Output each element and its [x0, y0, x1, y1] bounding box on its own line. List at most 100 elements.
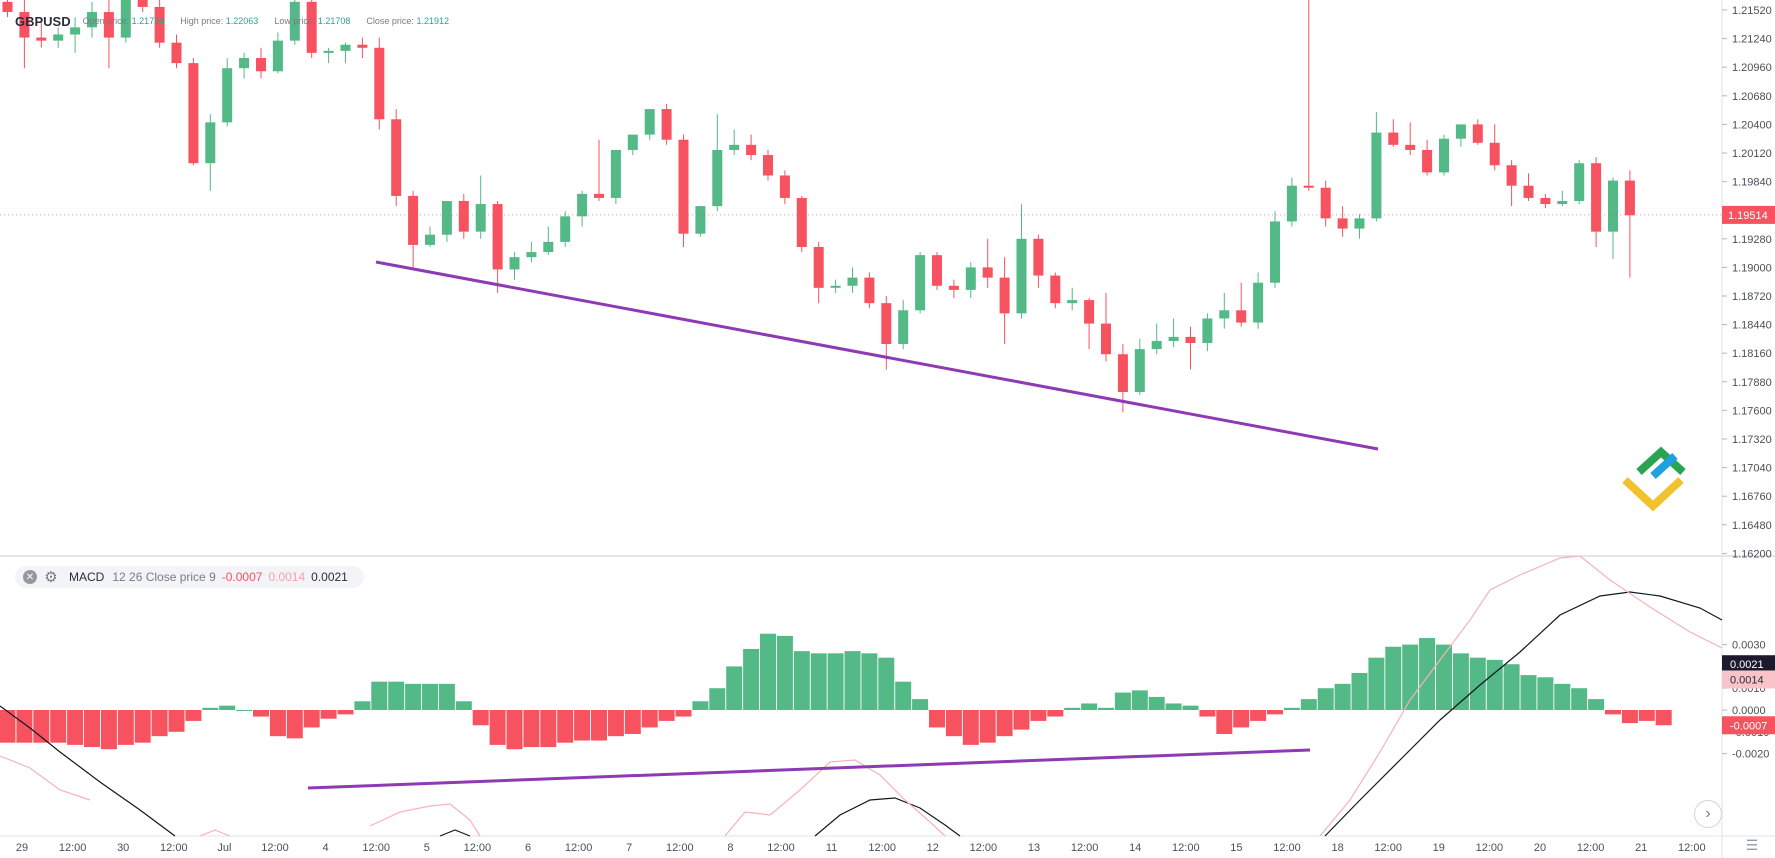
candle-body: [898, 310, 909, 345]
time-tick-label: 12:00: [1273, 842, 1301, 854]
candle-body: [2, 1, 13, 13]
time-tick-label: 5: [424, 842, 430, 854]
time-tick-label: 14: [1129, 842, 1141, 854]
macd-histogram-bar: [1452, 653, 1469, 710]
candle-body: [323, 50, 334, 53]
candle-body: [239, 58, 250, 69]
candle-body: [1472, 124, 1483, 143]
high-price-label: High price:: [180, 16, 224, 26]
close-price-label: Close price:: [366, 16, 414, 26]
price-tick-label: 1.16200: [1732, 548, 1772, 560]
macd-histogram-bar: [726, 666, 743, 710]
candle-body: [779, 175, 790, 198]
candle-body: [610, 149, 621, 198]
candle-body: [1050, 275, 1061, 304]
macd-histogram-bar: [236, 710, 253, 711]
candle-body: [678, 139, 689, 234]
macd-histogram-bar: [1605, 710, 1621, 715]
macd-histogram-bar: [455, 701, 472, 710]
candle-body: [763, 155, 773, 176]
macd-histogram-bar: [1098, 707, 1114, 710]
price-tick-label: 1.17600: [1732, 405, 1772, 417]
candle-body: [1270, 221, 1280, 283]
indicator-legend: ✕ ⚙ MACD 12 26 Close price 9 -0.0007 0.0…: [15, 566, 364, 588]
macd-histogram-bar: [1064, 707, 1081, 710]
macd-histogram-bar: [438, 683, 455, 710]
macd-histogram-bar: [692, 701, 709, 710]
high-price: High price: 1.22063: [180, 16, 258, 26]
candle-body: [1151, 340, 1162, 350]
gear-icon[interactable]: ⚙: [44, 569, 58, 586]
candle-body: [712, 149, 723, 207]
candle-body: [1320, 187, 1331, 219]
macd-histogram-bar: [895, 681, 912, 710]
candle-body: [1608, 180, 1618, 232]
macd-histogram-bar: [1571, 688, 1588, 710]
price-tick-label: 1.16480: [1732, 520, 1772, 532]
high-price-value: 1.22063: [225, 16, 259, 26]
candle-body: [881, 303, 892, 345]
macd-histogram-bar: [979, 710, 996, 743]
macd-histogram-bar: [117, 710, 134, 745]
candle-body: [222, 68, 233, 123]
time-tick-label: 7: [626, 842, 632, 854]
macd-histogram-bar: [1131, 690, 1148, 710]
macd-histogram-bar: [810, 653, 827, 710]
close-icon[interactable]: ✕: [23, 570, 37, 584]
price-tick-label: 1.21520: [1732, 5, 1772, 17]
candle-body: [982, 267, 993, 278]
candle-body: [171, 42, 182, 64]
macd-histogram-bar: [67, 710, 84, 745]
scroll-right-button[interactable]: ›: [1694, 800, 1722, 828]
candle-body: [120, 0, 131, 38]
candle-body: [1202, 318, 1213, 343]
candle-body: [864, 277, 875, 304]
candle-body: [1303, 185, 1314, 188]
signal-line: [1579, 555, 1723, 649]
macd-histogram-bar: [760, 633, 776, 710]
candle-body: [374, 47, 385, 120]
macd-line: [0, 705, 176, 837]
candle-body: [19, 12, 30, 38]
candle-body: [1219, 310, 1230, 319]
candle-body: [627, 134, 638, 150]
macd-histogram-bar: [269, 710, 286, 737]
candle-body: [1523, 185, 1534, 198]
macd-histogram-bar: [320, 710, 337, 719]
time-tick-label: 12:00: [565, 842, 593, 854]
candle-body: [1084, 300, 1095, 324]
open-price-value: 1.21734: [131, 16, 165, 26]
price-tick-label: 1.20400: [1732, 119, 1772, 131]
candle-body: [36, 37, 47, 41]
macd-histogram-bar: [354, 701, 371, 710]
axis-settings-icon[interactable]: ☰: [1745, 837, 1759, 853]
macd-value: 0.0021: [311, 570, 348, 584]
macd-histogram-bar: [1385, 646, 1402, 710]
macd-histogram-bar: [962, 710, 979, 745]
time-tick-label: 18: [1331, 842, 1343, 854]
macd-histogram-bar: [574, 710, 591, 741]
macd-histogram-bar: [134, 710, 151, 743]
price-tick-label: 1.21240: [1732, 34, 1772, 46]
time-tick-label: 8: [727, 842, 733, 854]
macd-histogram-bar: [1182, 705, 1199, 710]
candle-body: [492, 204, 503, 270]
candle-body: [306, 1, 317, 53]
macd-histogram-bar: [1199, 710, 1216, 717]
candle-body: [813, 246, 824, 288]
macd-histogram-bar: [84, 710, 100, 748]
candle-body: [1624, 180, 1635, 216]
macd-histogram-bar: [709, 688, 726, 710]
macd-histogram-bar: [861, 653, 878, 710]
price-tick-label: 1.17040: [1732, 463, 1772, 475]
candle-body: [560, 216, 571, 242]
signal-line: [199, 829, 231, 837]
price-tick-label: 1.20120: [1732, 148, 1772, 160]
candle-body: [1117, 354, 1128, 393]
macd-histogram-bar: [624, 710, 641, 734]
macd-histogram-bar: [1503, 664, 1520, 710]
candle-body: [915, 255, 926, 311]
time-tick-label: 12:00: [160, 842, 188, 854]
macd-histogram-bar: [1588, 699, 1605, 710]
